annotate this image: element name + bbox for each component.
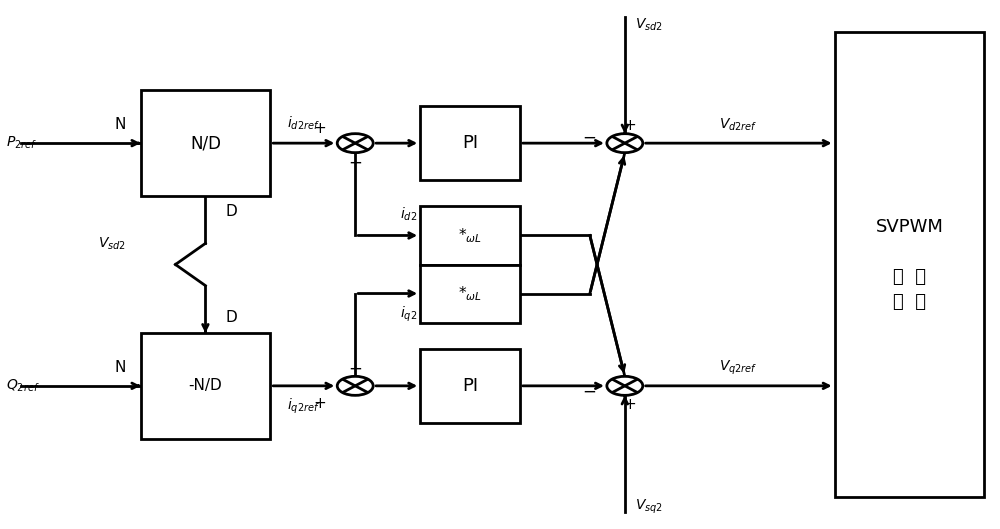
Text: $i_{d2ref}$: $i_{d2ref}$: [287, 114, 320, 132]
Circle shape: [607, 376, 643, 395]
Text: PI: PI: [462, 377, 478, 395]
Text: N/D: N/D: [190, 134, 221, 152]
Text: $i_{q2ref}$: $i_{q2ref}$: [287, 396, 320, 416]
Text: +: +: [623, 118, 636, 133]
Circle shape: [337, 134, 373, 153]
Bar: [835, 32, 984, 497]
Text: $*_{\omega L}$: $*_{\omega L}$: [458, 284, 482, 303]
Text: $V_{q2ref}$: $V_{q2ref}$: [719, 358, 758, 377]
Text: −: −: [582, 129, 596, 147]
Bar: [420, 106, 520, 180]
Text: +: +: [623, 397, 636, 412]
Text: D: D: [225, 204, 237, 219]
Bar: [140, 333, 270, 439]
Text: −: −: [348, 359, 362, 377]
Text: −: −: [348, 153, 362, 171]
Text: $Q_{2ref}$: $Q_{2ref}$: [6, 378, 39, 394]
Text: N: N: [114, 117, 126, 132]
Text: +: +: [313, 121, 326, 136]
Text: PI: PI: [462, 134, 478, 152]
Text: $P_{2ref}$: $P_{2ref}$: [6, 135, 37, 151]
Text: SVPWM

脉  冲
调  制: SVPWM 脉 冲 调 制: [875, 218, 943, 311]
Circle shape: [607, 134, 643, 153]
Text: N: N: [114, 360, 126, 375]
Text: $V_{sd2}$: $V_{sd2}$: [635, 16, 663, 33]
Text: −: −: [582, 382, 596, 400]
Text: D: D: [225, 310, 237, 325]
Circle shape: [337, 376, 373, 395]
Text: $V_{sq2}$: $V_{sq2}$: [635, 498, 663, 516]
Text: $*_{\omega L}$: $*_{\omega L}$: [458, 226, 482, 245]
Bar: [420, 264, 520, 323]
Text: +: +: [313, 396, 326, 411]
Bar: [420, 206, 520, 264]
Text: $V_{d2ref}$: $V_{d2ref}$: [719, 116, 758, 133]
Text: -N/D: -N/D: [189, 378, 222, 394]
Bar: [420, 349, 520, 423]
Text: $i_{d2}$: $i_{d2}$: [400, 206, 417, 223]
Text: $i_{q2}$: $i_{q2}$: [400, 305, 417, 324]
Text: $V_{sd2}$: $V_{sd2}$: [98, 235, 126, 252]
Bar: [140, 90, 270, 196]
